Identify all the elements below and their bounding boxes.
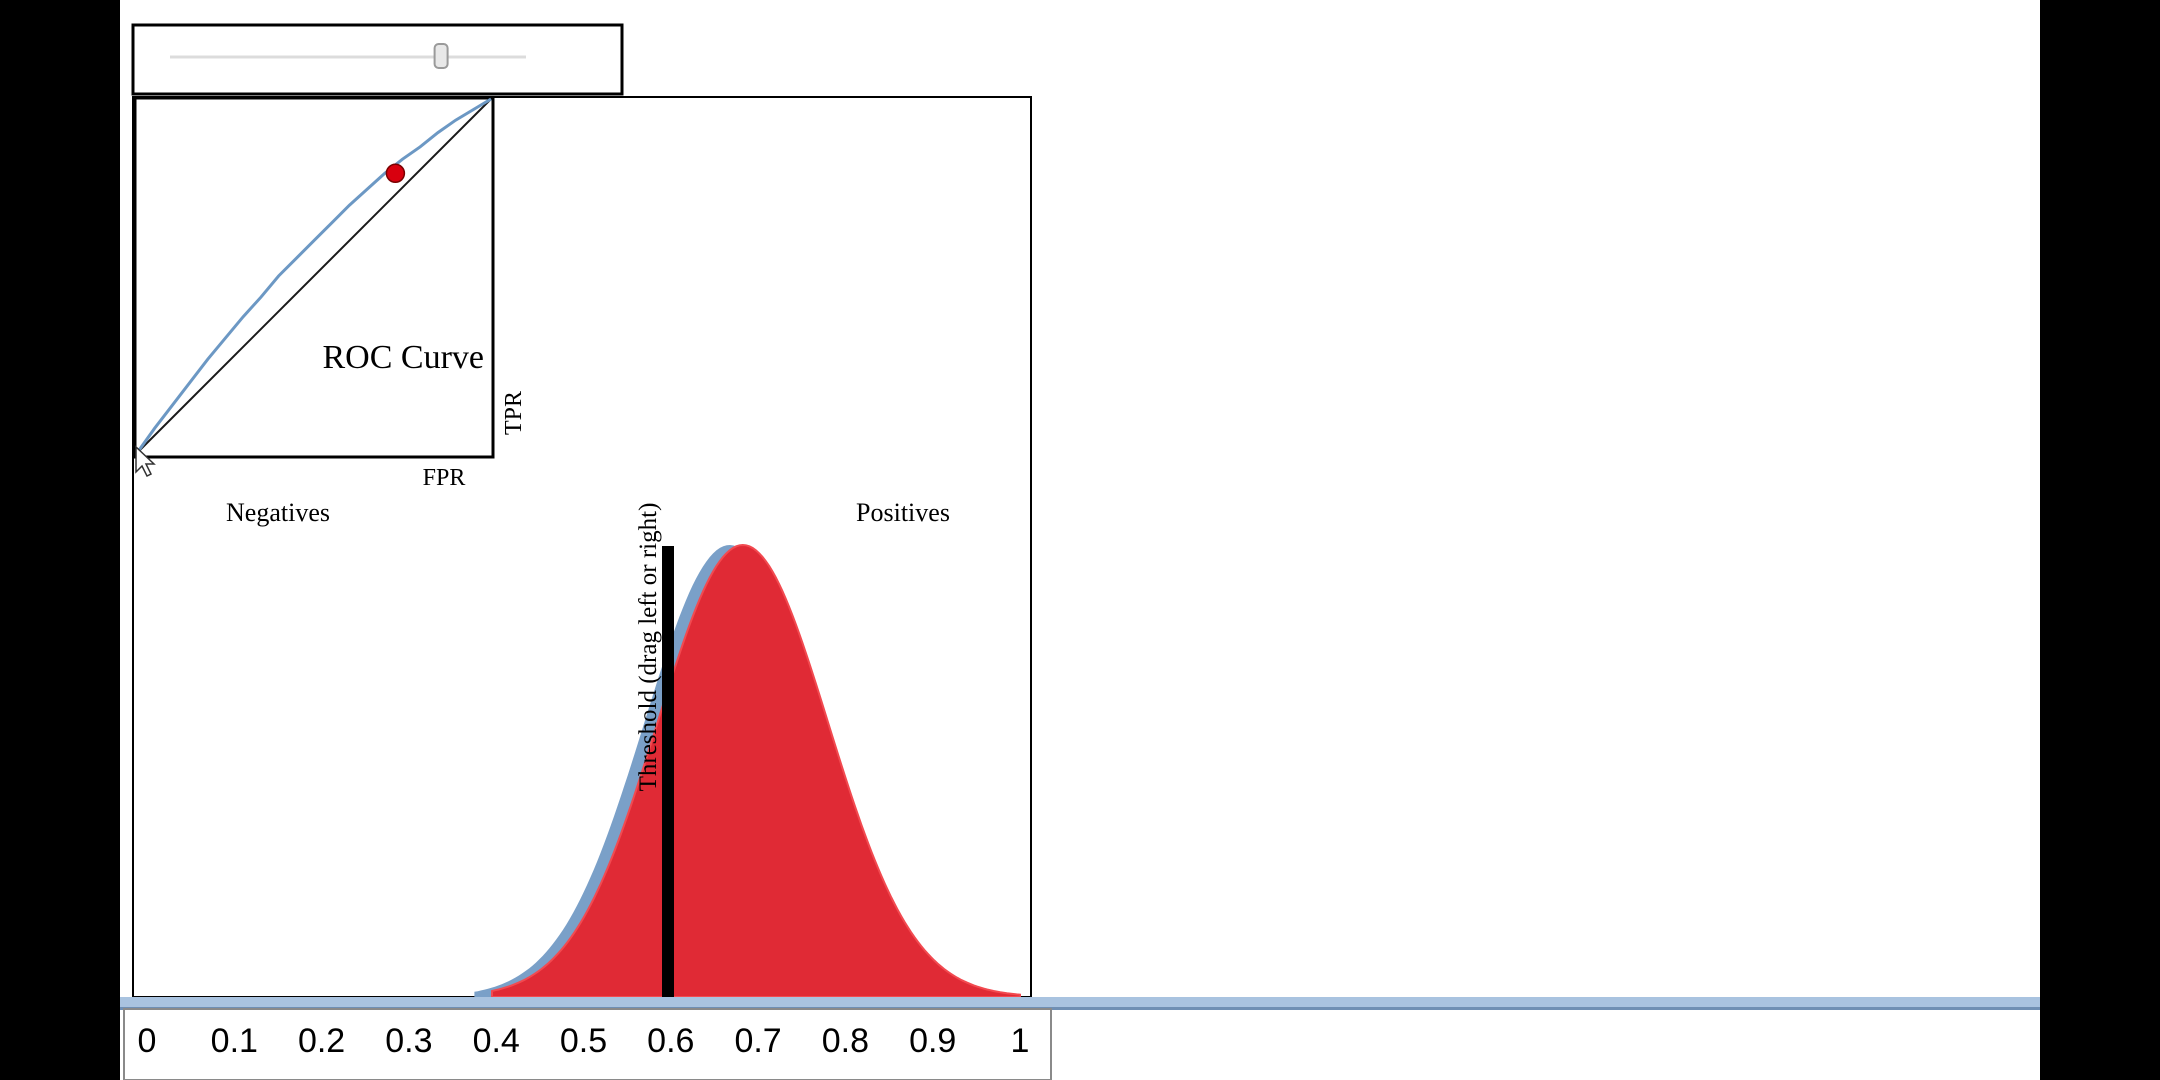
x-tick-label: 1: [1011, 1022, 1030, 1060]
x-tick-label: 0.5: [560, 1022, 607, 1060]
distribution-chart: Threshold (drag left or right) Negatives…: [226, 498, 1021, 998]
positives-distribution: [491, 543, 1021, 998]
roc-curve: [135, 97, 492, 454]
roc-diagonal: [136, 98, 492, 454]
x-tick-label: 0.9: [909, 1022, 956, 1060]
x-tick-label: 0.3: [385, 1022, 432, 1060]
scroll-bar-strip[interactable]: [120, 997, 2040, 1007]
x-tick-label: 0.2: [298, 1022, 345, 1060]
slider-thumb[interactable]: [433, 43, 449, 69]
x-tick-label: 0.1: [211, 1022, 258, 1060]
roc-inset: ROC Curve FPR TPR: [133, 96, 527, 491]
x-tick-label: 0.6: [647, 1022, 694, 1060]
negatives-label: Negatives: [226, 498, 330, 527]
threshold-label: Threshold (drag left or right): [635, 503, 662, 792]
x-tick-label: 0.8: [822, 1022, 869, 1060]
roc-ylabel: TPR: [501, 391, 527, 435]
slider-panel: [131, 23, 624, 96]
roc-operating-point: [385, 163, 406, 184]
slider-frame: [131, 23, 624, 96]
x-tick-label: 0.7: [734, 1022, 781, 1060]
threshold-line[interactable]: [662, 546, 674, 997]
scroll-bar-shadow: [120, 1007, 2040, 1010]
positives-label: Positives: [856, 498, 950, 527]
x-tick-label: 0.4: [473, 1022, 520, 1060]
x-axis-box: [123, 1008, 1052, 1080]
mouse-cursor-icon: [135, 445, 156, 478]
roc-title: ROC Curve: [323, 339, 485, 376]
roc-xlabel: FPR: [423, 465, 466, 491]
x-axis-ticks: 0 0.1 0.2 0.3 0.4 0.5 0.6 0.7 0.8 0.9 1: [138, 1022, 1030, 1060]
x-tick-label: 0: [138, 1022, 157, 1060]
